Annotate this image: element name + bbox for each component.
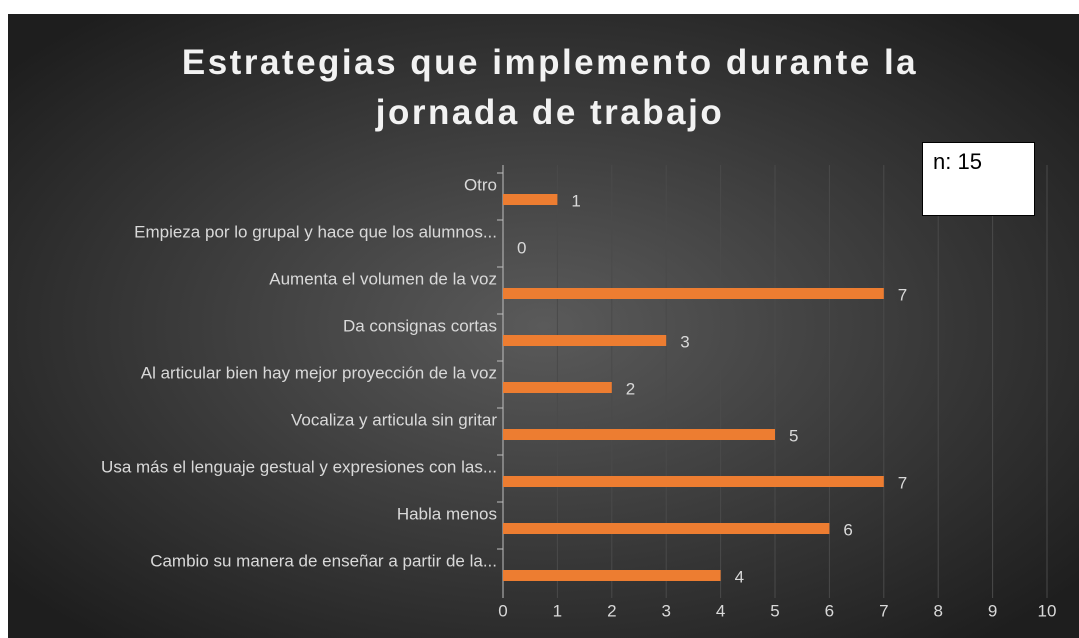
y-tick-label: Cambio su manera de enseñar a partir de … (150, 551, 497, 570)
data-label: 1 (571, 191, 580, 210)
data-label: 6 (843, 520, 852, 539)
bar (503, 570, 721, 581)
y-tick-label: Empieza por lo grupal y hace que los alu… (134, 222, 497, 241)
x-tick-label: 3 (661, 601, 670, 620)
x-tick-label: 6 (825, 601, 834, 620)
bar (503, 429, 775, 440)
bar (503, 288, 884, 299)
x-tick-label: 8 (933, 601, 942, 620)
bar (503, 194, 558, 205)
data-label: 7 (898, 285, 907, 304)
bar (503, 476, 884, 487)
annotation: n: 15 (922, 142, 1035, 216)
y-tick-label: Vocaliza y articula sin gritar (291, 410, 497, 429)
x-tick-label: 4 (716, 601, 725, 620)
data-label: 2 (626, 379, 635, 398)
y-tick-label: Otro (464, 175, 497, 194)
x-tick-label: 5 (770, 601, 779, 620)
x-tick-label: 1 (553, 601, 562, 620)
y-tick-label: Al articular bien hay mejor proyección d… (141, 363, 497, 382)
y-tick-label: Usa más el lenguaje gestual y expresione… (101, 457, 497, 476)
chart-title: Estrategias que implemento durante la jo… (181, 43, 919, 132)
data-label: 3 (680, 332, 689, 351)
data-label: 4 (735, 567, 744, 586)
y-tick-label: Habla menos (397, 504, 497, 523)
x-tick-label: 9 (988, 601, 997, 620)
x-tick-label: 0 (498, 601, 507, 620)
bar (503, 523, 830, 534)
y-tick-label: Da consignas cortas (343, 316, 497, 335)
data-label: 5 (789, 426, 798, 445)
x-tick-label: 10 (1038, 601, 1057, 620)
x-tick-label: 7 (879, 601, 888, 620)
y-tick-label: Aumenta el volumen de la voz (269, 269, 497, 288)
x-tick-label: 2 (607, 601, 616, 620)
data-label: 7 (898, 473, 907, 492)
bar (503, 335, 667, 346)
bar (503, 382, 612, 393)
data-label: 0 (517, 238, 526, 257)
